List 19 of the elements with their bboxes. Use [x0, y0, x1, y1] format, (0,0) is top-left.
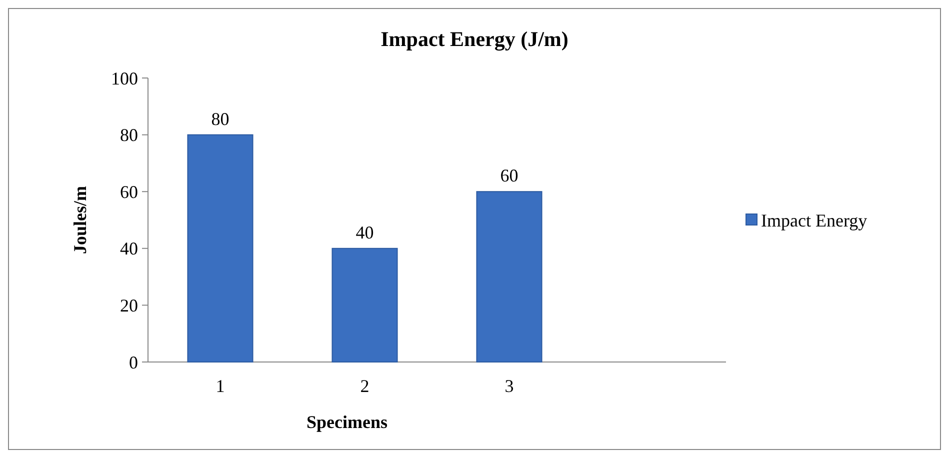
x-axis-title: Specimens — [306, 412, 388, 432]
y-tick-label: 60 — [120, 182, 138, 202]
y-tick-label: 0 — [129, 352, 138, 372]
chart-title: Impact Energy (J/m) — [380, 27, 568, 51]
x-tick-label: 2 — [360, 376, 370, 396]
y-tick-label: 20 — [120, 296, 138, 316]
x-tick-label: 1 — [216, 376, 225, 396]
data-label: 60 — [500, 166, 518, 186]
x-tick-label: 3 — [504, 376, 514, 396]
y-axis-title: Joules/m — [70, 186, 90, 254]
y-tick-label: 40 — [120, 238, 138, 259]
bar — [332, 248, 398, 362]
y-tick-label: 100 — [111, 68, 138, 88]
bar — [476, 191, 542, 362]
legend-label: Impact Energy — [761, 210, 868, 230]
data-label: 40 — [356, 222, 374, 242]
y-tick-label: 80 — [120, 125, 138, 146]
bar — [187, 134, 254, 362]
data-label: 80 — [211, 108, 230, 129]
